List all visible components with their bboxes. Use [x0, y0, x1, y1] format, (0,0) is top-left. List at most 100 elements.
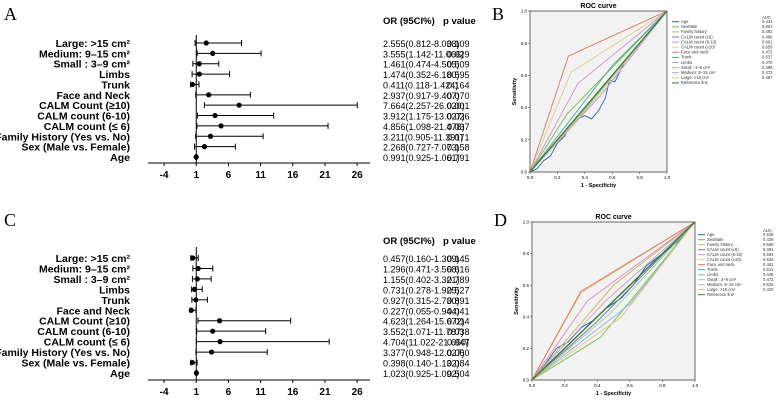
roc-legend-auc: 0.481: [763, 247, 774, 252]
or-point: [208, 349, 215, 355]
or-point: [195, 265, 201, 272]
or-point: [193, 297, 199, 303]
x-tick-label: 26: [352, 170, 364, 181]
roc-x-tick-label: 0.2: [554, 175, 561, 180]
roc-legend-auc: 0.486: [762, 34, 773, 39]
roc-series-line: [529, 10, 668, 173]
or-value: 0.411(0.118-1.424): [383, 80, 458, 90]
or-point: [194, 276, 200, 282]
roc-y-tick-label: 0.2: [521, 137, 528, 142]
or-value: 0.731(0.278-1.925): [383, 285, 460, 295]
or-value: 3.377(0.948-12.027): [383, 348, 465, 358]
roc-legend-auc: 0.511: [763, 267, 774, 272]
roc-legend-name: Medium: 9–15 cm²: [681, 70, 716, 75]
p-value: 0.595: [447, 70, 470, 80]
roc-legend-auc: 0.594: [763, 252, 774, 257]
roc-legend-name: Reference line: [707, 292, 735, 297]
roc-x-tick-label: 0.4: [594, 383, 601, 388]
roc-series-line: [531, 221, 696, 381]
x-tick-label: 21: [319, 170, 331, 181]
roc-y-tick-label: 1.0: [521, 9, 528, 14]
x-tick-label: 11: [255, 170, 266, 181]
x-tick-label: 16: [287, 170, 299, 181]
x-tick-label: 1: [193, 387, 199, 398]
row-label: Limbs: [99, 69, 130, 81]
roc-legend-auc: 0.566: [763, 242, 774, 247]
roc-legend-auc: 0.473: [762, 70, 773, 75]
roc-legend-auc: 0.472: [762, 50, 773, 55]
p-value: 0.789: [447, 275, 470, 285]
or-value: 0.227(0.055-0.944): [383, 306, 460, 316]
row-label: Age: [110, 152, 130, 164]
row-label: CALM count (≤ 6): [44, 337, 130, 349]
p-value: 0.791: [447, 153, 470, 163]
x-tick-label: 6: [226, 387, 232, 398]
roc-x-tick-label: 0.0: [529, 383, 536, 388]
row-label: Face and Neck: [56, 90, 130, 102]
roc-legend-auc: 0.420: [763, 287, 774, 292]
or-value: 2.937(0.917-9.407): [383, 91, 460, 101]
row-label: Large: >15 cm²: [56, 253, 131, 265]
roc-legend-name: Family history: [707, 242, 734, 247]
or-point: [217, 339, 223, 345]
roc-series-line: [531, 221, 696, 381]
roc-series-line: [531, 221, 696, 381]
row-label: Limbs: [99, 284, 130, 296]
roc-x-tick-label: 0.2: [561, 383, 568, 388]
or-point: [206, 92, 212, 98]
or-value: 1.023(0.925-1.092): [383, 369, 460, 379]
or-point: [196, 61, 202, 67]
x-tick-label: -4: [160, 170, 169, 181]
or-point: [201, 144, 208, 150]
roc-legend-auc: 0.528: [763, 232, 774, 237]
roc-series-line: [529, 10, 668, 173]
roc-y-tick-label: 1.0: [523, 220, 530, 225]
roc-x-tick-label: 0.6: [627, 383, 634, 388]
roc-series-line: [529, 10, 668, 173]
p-value: 0.616: [447, 264, 470, 274]
x-tick-label: 1: [193, 170, 199, 181]
or-point: [218, 123, 224, 129]
roc-series-line: [531, 221, 696, 381]
roc-legend-name: Age: [707, 232, 715, 237]
roc-plot-b: ROC curve 0.00.0 0.2 0.2 0.4 0.4 0.6 0.6 0.8 0.8 1…: [512, 3, 773, 189]
roc-legend-name: Large: >15 cm²: [681, 75, 710, 80]
roc-y-tick-label: 0.6: [523, 283, 530, 288]
roc-series-line: [529, 10, 668, 173]
p-value: 0.001: [447, 101, 470, 111]
roc-legend-auc: 0.492: [762, 29, 773, 34]
roc-x-tick-label: 0.0: [527, 175, 534, 180]
roc-legend-name: Reference line: [681, 80, 709, 85]
row-label: CALM Count (≥10): [39, 316, 130, 328]
roc-legend-name: Limbs: [681, 60, 692, 65]
roc-legend-auc: 0.487: [762, 75, 773, 80]
p-value: 0.041: [447, 306, 470, 316]
roc-series-line: [531, 221, 696, 381]
row-label: CALM count (6-10): [37, 111, 130, 123]
roc-y-tick-label: 0.2: [523, 346, 530, 351]
roc-legend-name: CALM count (6-10): [707, 252, 743, 257]
or-value: 3.211(0.905-11.391): [383, 132, 463, 142]
p-value: 0.071: [447, 132, 470, 142]
p-value: 0.164: [447, 80, 470, 90]
roc-legend-name: Limbs: [707, 272, 718, 277]
roc-x-tick-label: 0.6: [609, 175, 616, 180]
panel-letter-b: B: [492, 4, 504, 24]
roc-legend-auc-header: AUC: [762, 15, 771, 20]
x-tick-label: 11: [255, 387, 266, 398]
roc-series-line: [531, 221, 696, 381]
row-label: Age: [110, 368, 130, 380]
or-point: [191, 286, 198, 292]
p-value: 0.029: [447, 49, 470, 59]
roc-x-tick-label: 0.8: [636, 175, 643, 180]
p-value-column-header: p value: [443, 236, 476, 247]
x-tick-label: 6: [226, 170, 232, 181]
row-label: Family History (Yes vs. No): [0, 131, 130, 143]
or-point: [193, 154, 199, 160]
or-value: 0.927(0.315-2.730): [383, 296, 460, 306]
or-value: 2.555(0.812-8.038): [383, 39, 460, 49]
or-value: 4.856(1.098-21.478): [383, 122, 465, 132]
roc-legend-name: Age: [681, 19, 689, 24]
